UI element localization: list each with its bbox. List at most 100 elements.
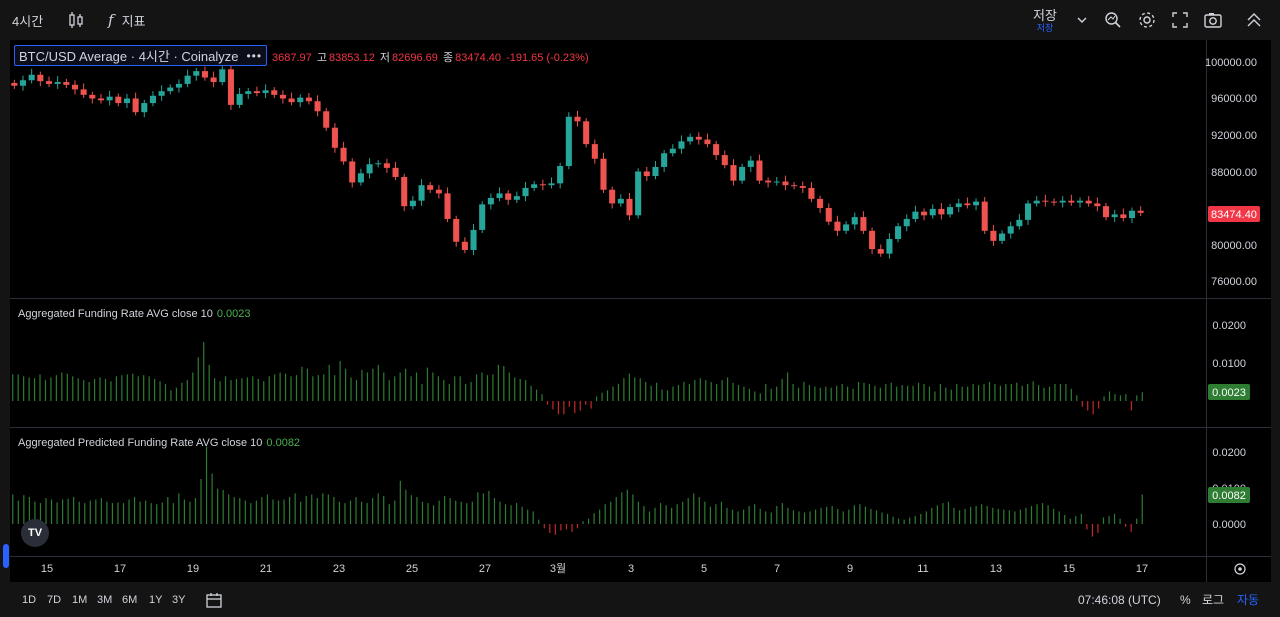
candle-body bbox=[184, 75, 191, 84]
funding-histogram bbox=[12, 342, 1143, 415]
camera-icon[interactable] bbox=[1203, 10, 1223, 30]
candle-body bbox=[262, 90, 269, 94]
range-7d[interactable]: 7D bbox=[47, 593, 62, 606]
candle-body bbox=[669, 148, 676, 154]
predicted-title-text: Aggregated Predicted Funding Rate AVG cl… bbox=[18, 437, 263, 449]
log-toggle[interactable]: 로그 bbox=[1202, 593, 1225, 607]
gear-icon[interactable] bbox=[1137, 10, 1157, 30]
indicators-button[interactable]: f 지표 bbox=[108, 0, 145, 40]
chart-svg[interactable]: 100000.00 96000.00 92000.00 88000.00 80000.0… bbox=[10, 40, 1271, 582]
candle-body bbox=[973, 201, 980, 206]
range-1d[interactable]: 1D bbox=[22, 593, 37, 606]
candle-body bbox=[1076, 200, 1084, 203]
range-3y[interactable]: 3Y bbox=[172, 593, 186, 606]
candle-body bbox=[141, 103, 148, 113]
tradingview-logo-icon[interactable]: TV bbox=[21, 519, 49, 547]
fullscreen-icon[interactable] bbox=[1170, 10, 1190, 30]
candle-body bbox=[1016, 219, 1023, 227]
candle-body bbox=[869, 230, 876, 250]
candle-body bbox=[834, 221, 841, 231]
funding-pane-title[interactable]: Aggregated Funding Rate AVG close 10 0.00… bbox=[18, 308, 251, 320]
candle-body bbox=[323, 111, 330, 128]
predicted-pane-title[interactable]: Aggregated Predicted Funding Rate AVG cl… bbox=[18, 437, 300, 449]
auto-toggle[interactable]: 자동 bbox=[1237, 593, 1260, 607]
candle-body bbox=[496, 193, 503, 198]
candle-body bbox=[314, 101, 321, 112]
range-6m[interactable]: 6M bbox=[122, 593, 138, 606]
candle-body bbox=[1033, 200, 1040, 204]
clock[interactable]: 07:46:08 (UTC) bbox=[1078, 592, 1161, 607]
range-1y[interactable]: 1Y bbox=[149, 593, 163, 606]
candle-body bbox=[409, 200, 416, 207]
candle-body bbox=[461, 241, 468, 250]
candle-body bbox=[721, 155, 728, 166]
candle-body bbox=[279, 94, 286, 99]
candle-body bbox=[505, 193, 512, 200]
candle-body bbox=[305, 97, 312, 102]
more-icon[interactable]: ••• bbox=[246, 48, 263, 63]
candle-body bbox=[245, 91, 252, 94]
time-axis-label: 9 bbox=[847, 563, 853, 575]
candle-body bbox=[687, 136, 694, 142]
candle-body bbox=[895, 226, 902, 240]
funding-tick-label: 0.0200 bbox=[1212, 320, 1246, 332]
candle-body bbox=[843, 224, 850, 231]
pane-resize-handle[interactable] bbox=[3, 544, 9, 568]
fx-icon: f bbox=[108, 11, 114, 29]
close-label: 종 bbox=[442, 52, 454, 64]
search-zoom-icon[interactable] bbox=[1103, 10, 1123, 30]
candle-body bbox=[739, 166, 746, 181]
candle-body bbox=[349, 161, 356, 183]
range-3m[interactable]: 3M bbox=[97, 593, 113, 606]
share-icon[interactable] bbox=[1244, 10, 1264, 30]
range-1m[interactable]: 1M bbox=[72, 593, 88, 606]
time-axis-label: 11 bbox=[917, 563, 928, 575]
candle-body bbox=[886, 239, 893, 254]
save-sublabel: 저장 bbox=[1036, 23, 1054, 33]
candle-body bbox=[167, 87, 174, 92]
candle-body bbox=[54, 82, 61, 84]
save-button[interactable]: 저장 저장 bbox=[1030, 8, 1060, 36]
candle-body bbox=[773, 181, 780, 183]
candle-body bbox=[158, 91, 165, 96]
interval-button[interactable]: 4시간 bbox=[12, 13, 44, 29]
chart-canvas[interactable]: 100000.00 96000.00 92000.00 88000.00 80000.0… bbox=[10, 40, 1271, 582]
candles-icon[interactable] bbox=[66, 10, 86, 30]
candle-body bbox=[1068, 200, 1075, 203]
date-range-icon[interactable] bbox=[204, 590, 224, 610]
candle-body bbox=[236, 93, 243, 105]
high-value: 83853.12 bbox=[328, 52, 375, 64]
candle-body bbox=[539, 184, 546, 186]
predicted-current-label: 0.0082 bbox=[1212, 490, 1246, 502]
candle-body bbox=[929, 208, 936, 216]
candle-body bbox=[1042, 200, 1049, 202]
candle-body bbox=[877, 249, 884, 254]
candle-body bbox=[531, 184, 538, 188]
candle-body bbox=[253, 91, 260, 94]
candle-body bbox=[1094, 203, 1101, 207]
candle-body bbox=[487, 197, 494, 205]
funding-title-value: 0.0023 bbox=[216, 308, 251, 320]
time-axis-label: 19 bbox=[187, 563, 199, 575]
candle-body bbox=[747, 160, 754, 167]
candle-body bbox=[591, 144, 598, 159]
price-tick-label: 76000.00 bbox=[1211, 276, 1257, 288]
candle-body bbox=[574, 116, 581, 122]
symbol-legend[interactable]: BTC/USD Average · 4시간 · Coinalyze ••• bbox=[14, 45, 268, 66]
funding-current-label: 0.0023 bbox=[1212, 387, 1246, 399]
predicted-current-badge bbox=[1208, 487, 1250, 503]
price-tick-label: 80000.00 bbox=[1211, 240, 1257, 252]
price-tick-label: 92000.00 bbox=[1211, 130, 1257, 142]
candle-body bbox=[149, 95, 156, 104]
top-toolbar: 4시간 f 지표 저장 저장 bbox=[0, 0, 1280, 40]
candle-body bbox=[271, 90, 278, 95]
candle-body bbox=[825, 208, 832, 222]
candle-body bbox=[288, 98, 295, 103]
ohlc-values: 3687.97 고 83853.12 저 82696.69 종 83474.40 -1… bbox=[272, 49, 591, 65]
candle-body bbox=[548, 183, 555, 186]
candle-body bbox=[791, 185, 798, 187]
chevron-down-icon[interactable] bbox=[1072, 10, 1092, 30]
time-axis-label: 17 bbox=[1136, 563, 1148, 575]
percent-toggle[interactable]: % bbox=[1180, 592, 1191, 607]
candle-body bbox=[1128, 210, 1136, 219]
